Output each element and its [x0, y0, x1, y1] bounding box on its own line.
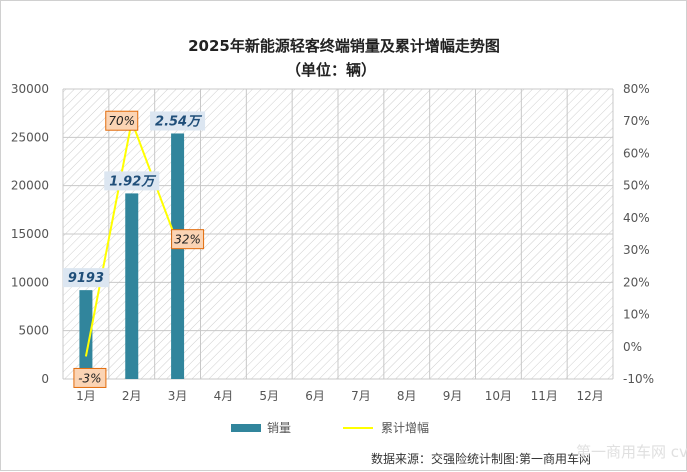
- bar-label-bg: [104, 171, 160, 191]
- left-tick-label: 0: [41, 372, 49, 386]
- bar-label-bg: [62, 268, 109, 288]
- x-tick-label: 5月: [259, 389, 279, 403]
- watermark: 第一商用车网 cvworld.cn: [576, 443, 687, 461]
- legend-label-sales: 销量: [267, 421, 291, 435]
- bar-label: 9193: [68, 271, 104, 286]
- legend-swatch-sales: [231, 424, 261, 432]
- right-tick-label: 0%: [623, 340, 642, 354]
- source-note: 数据来源：交强险统计制图:第一商用车网: [371, 451, 591, 466]
- right-tick-label: 70%: [623, 114, 650, 128]
- line-label: 32%: [174, 233, 201, 247]
- x-tick-label: 12月: [576, 389, 603, 403]
- line-label: 70%: [108, 114, 135, 128]
- line-label-bg: [73, 367, 107, 388]
- right-tick-label: 50%: [623, 179, 650, 193]
- chart-subtitle: （单位：辆）: [286, 61, 376, 79]
- left-tick-label: 5000: [18, 324, 49, 338]
- right-tick-label: 20%: [623, 275, 650, 289]
- line-label: -3%: [78, 371, 101, 385]
- left-tick-label: 30000: [11, 82, 49, 96]
- x-tick-label: 2月: [122, 389, 142, 403]
- legend: 销量 累计增幅: [231, 420, 429, 435]
- right-tick-label: 30%: [623, 243, 650, 257]
- bar-series: [79, 133, 185, 379]
- right-tick-label: 60%: [623, 146, 650, 160]
- bar-3月: [171, 133, 185, 379]
- x-axis: 1月 2月 3月 4月 5月 6月 7月 8月 9月 10月 11月 12月: [76, 389, 604, 403]
- x-tick-label: 8月: [397, 389, 417, 403]
- data-labels: 9193 1.92万 2.54万 -3% 70% 32%: [62, 110, 206, 388]
- left-tick-label: 10000: [11, 275, 49, 289]
- x-tick-label: 7月: [351, 389, 371, 403]
- left-tick-label: 25000: [11, 130, 49, 144]
- line-label-bg: [171, 229, 205, 250]
- left-tick-label: 20000: [11, 179, 49, 193]
- right-tick-label: 10%: [623, 308, 650, 322]
- right-axis: -10% 0% 10% 20% 30% 40% 50% 60% 70% 80%: [623, 82, 654, 386]
- legend-label-growth: 累计增幅: [381, 420, 429, 435]
- bar-label: 2.54万: [155, 114, 203, 129]
- bar-label: 1.92万: [109, 174, 157, 189]
- x-tick-label: 6月: [305, 389, 325, 403]
- right-tick-label: 40%: [623, 211, 650, 225]
- x-tick-label: 11月: [531, 389, 558, 403]
- line-label-bg: [105, 110, 139, 131]
- bar-2月: [125, 193, 139, 379]
- chart-title: 2025年新能源轻客终端销量及累计增幅走势图: [188, 37, 500, 55]
- right-tick-label: -10%: [623, 372, 654, 386]
- right-tick-label: 80%: [623, 82, 650, 96]
- x-tick-label: 10月: [485, 389, 512, 403]
- bar-label-bg: [150, 111, 206, 131]
- left-tick-label: 15000: [11, 227, 49, 241]
- bar-1月: [79, 290, 93, 379]
- x-tick-label: 3月: [168, 389, 188, 403]
- x-tick-label: 9月: [443, 389, 463, 403]
- left-axis: 0 5000 10000 15000 20000 25000 30000: [11, 82, 49, 386]
- x-tick-label: 4月: [214, 389, 234, 403]
- x-tick-label: 1月: [76, 389, 96, 403]
